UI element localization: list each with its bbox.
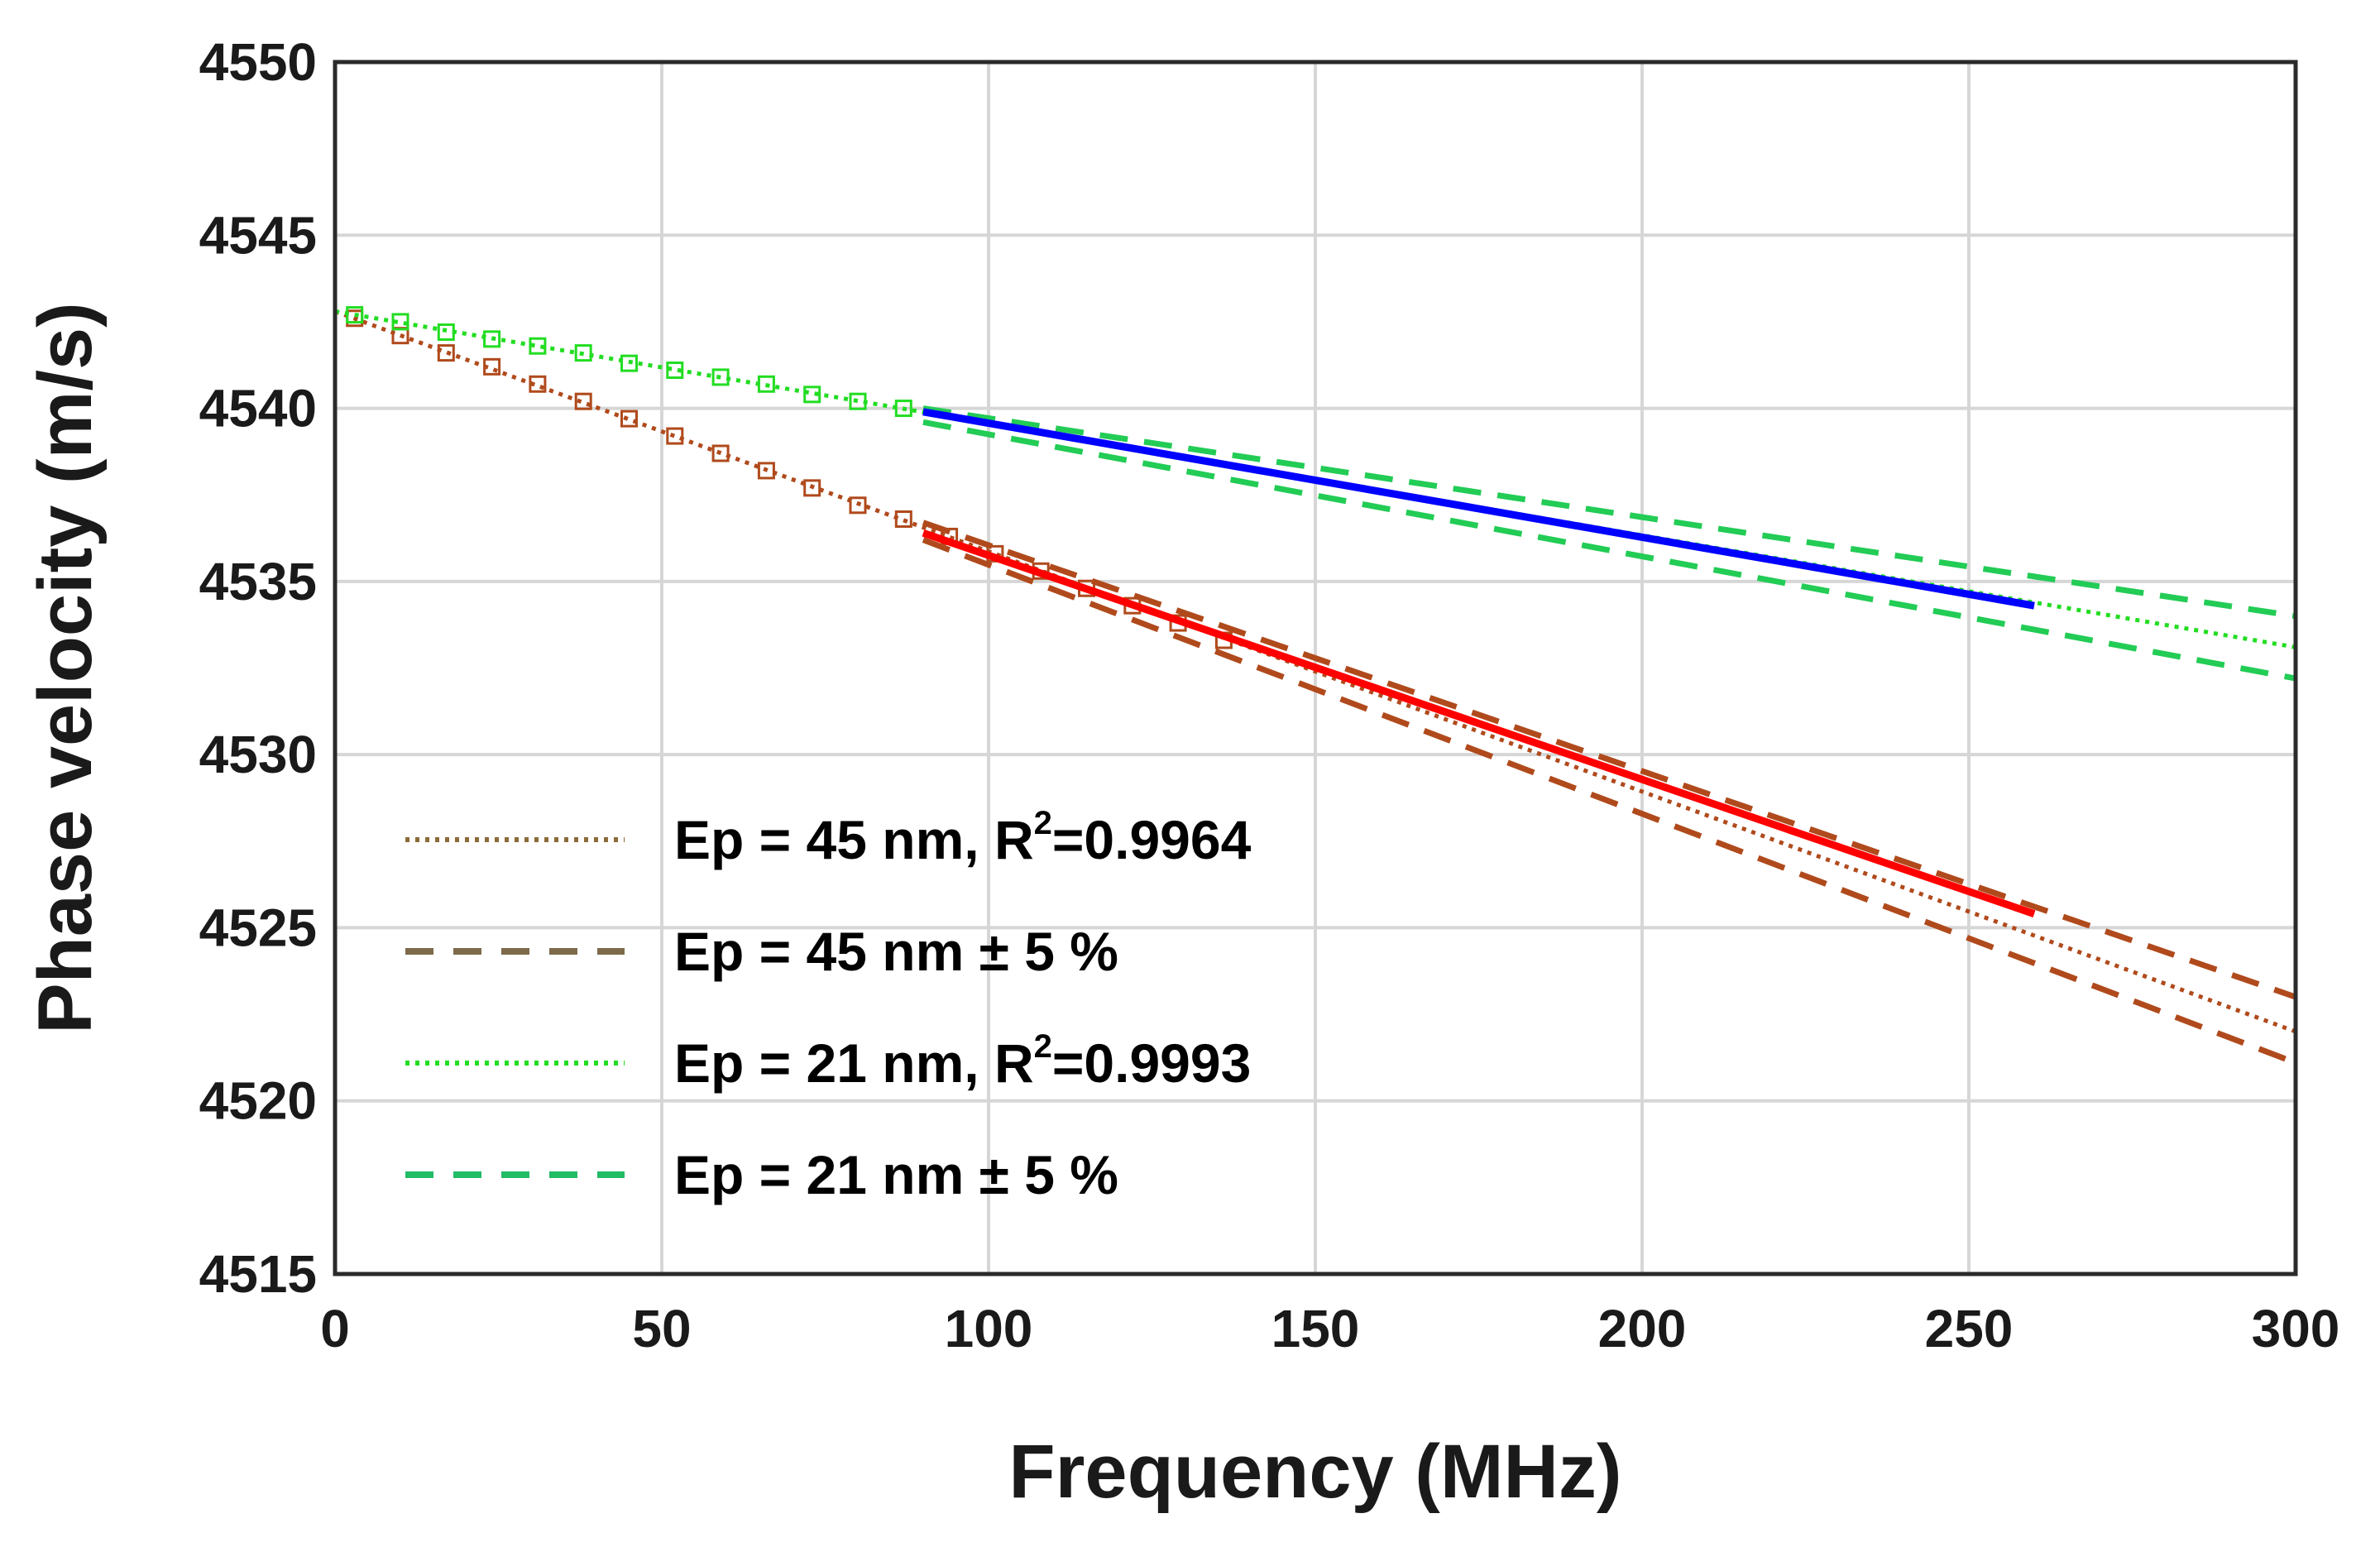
legend-entry-label: Ep = 21 nm, R2=0.9993: [674, 1028, 1251, 1094]
series-line-measured-ep-45-nm: [922, 529, 2036, 917]
legend-label-suffix: =0.9993: [1052, 1032, 1251, 1094]
series-line-ep-21-nm-5-upper: [922, 405, 2296, 620]
x-tick-label: 50: [632, 1299, 691, 1358]
data-marker: [483, 330, 501, 348]
x-tick-label: 250: [1925, 1299, 2014, 1358]
legend-label-text: Ep = 45 nm, R: [674, 809, 1034, 870]
series-line-ep-45-nm-5-upper: [922, 520, 2297, 1000]
data-marker: [529, 375, 547, 393]
y-tick-label: 4520: [199, 1071, 317, 1131]
data-marker: [711, 444, 730, 462]
x-tick-label: 150: [1271, 1299, 1360, 1358]
legend-label-text: Ep = 45 nm ± 5 %: [674, 921, 1118, 982]
x-tick-label: 0: [320, 1299, 350, 1358]
legend-superscript: 2: [1034, 1028, 1052, 1065]
legend-entry-label: Ep = 45 nm, R2=0.9964: [674, 805, 1252, 870]
data-marker: [757, 462, 775, 480]
data-marker: [894, 400, 912, 418]
data-marker: [346, 306, 364, 324]
y-tick-label: 4535: [199, 552, 317, 611]
x-axis-label: Frequency (MHz): [1008, 1430, 1621, 1514]
data-marker: [391, 313, 409, 331]
data-marker: [437, 323, 455, 341]
y-axis-label: Phase velocity (m/s): [23, 302, 108, 1034]
y-tick-label: 4515: [199, 1244, 317, 1304]
x-tick-label: 300: [2252, 1299, 2340, 1358]
data-marker: [666, 427, 684, 445]
data-marker: [483, 357, 501, 376]
series-line-ep-45-nm-5-lower: [922, 537, 2297, 1066]
data-marker: [803, 479, 821, 497]
data-marker: [529, 337, 547, 355]
y-tick-label: 4525: [199, 898, 317, 957]
x-tick-label: 100: [945, 1299, 1033, 1358]
x-tick-label: 200: [1598, 1299, 1687, 1358]
legend-superscript: 2: [1034, 805, 1052, 841]
data-marker: [574, 344, 592, 362]
data-marker: [666, 362, 684, 380]
series-line-measured-ep-21-nm: [922, 408, 2035, 610]
plot-area-frame: [333, 60, 2298, 1276]
data-marker: [849, 392, 867, 410]
data-marker: [894, 510, 912, 529]
y-tick-label: 4550: [199, 32, 317, 92]
tick-labels: 0 50 100 150 200 250 300 4515 4520 4525 4530 4535 45…: [199, 32, 2340, 1358]
data-marker: [803, 386, 821, 404]
y-tick-label: 4530: [199, 725, 317, 784]
data-marker: [711, 368, 730, 386]
data-marker: [620, 410, 638, 428]
series-line-ep-45-nm-r-0-9964: [334, 309, 2296, 1034]
data-marker: [437, 344, 455, 362]
data-marker: [849, 496, 867, 515]
data-marker: [757, 375, 775, 393]
series-layer: [334, 306, 2297, 1066]
legend-label-text: Ep = 21 nm ± 5 %: [674, 1144, 1118, 1205]
y-tick-label: 4540: [199, 379, 317, 438]
legend-entry-label: Ep = 21 nm ± 5 %: [674, 1144, 1118, 1205]
grid-lines: [333, 60, 2297, 1276]
series-ep-21-nm-markers: [346, 306, 912, 418]
data-marker: [620, 354, 638, 372]
series-line-ep-21-nm-5-lower: [922, 419, 2296, 682]
data-marker: [574, 392, 592, 410]
legend-label-text: Ep = 21 nm, R: [674, 1032, 1034, 1094]
y-tick-label: 4545: [199, 205, 317, 265]
legend-entry-label: Ep = 45 nm ± 5 %: [674, 921, 1118, 982]
legend-label-suffix: =0.9964: [1052, 809, 1252, 870]
